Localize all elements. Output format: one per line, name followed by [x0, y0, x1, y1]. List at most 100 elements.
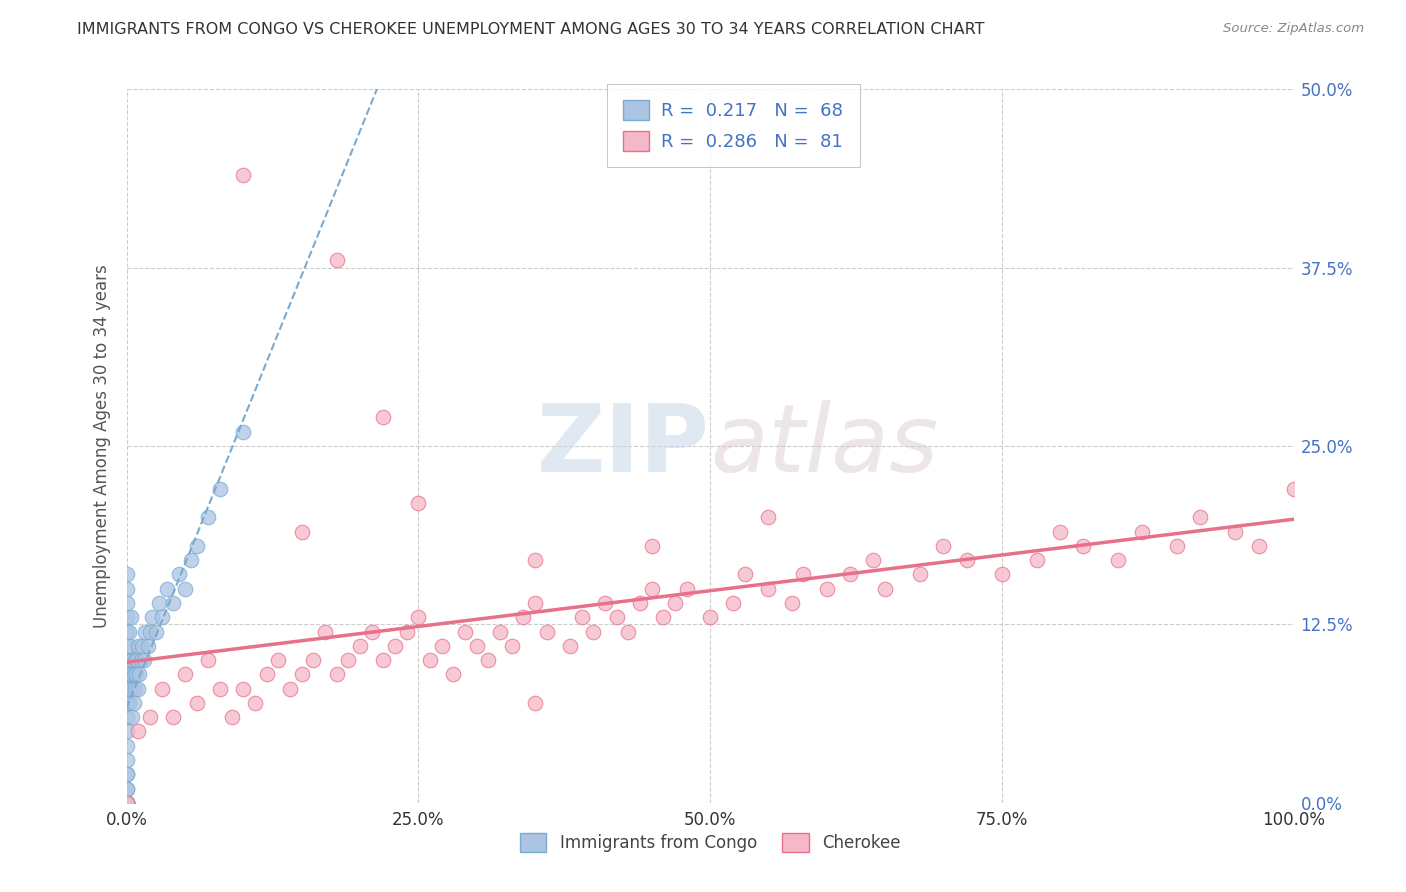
Point — [115, 582, 138, 596]
Point — [477, 653, 499, 667]
Legend: Immigrants from Congo, Cherokee: Immigrants from Congo, Cherokee — [513, 827, 907, 859]
Point — [571, 610, 593, 624]
Point — [118, 639, 141, 653]
Point — [1025, 553, 1047, 567]
Point — [675, 582, 697, 596]
Point — [115, 667, 138, 681]
Point — [115, 781, 138, 796]
Point — [115, 567, 138, 582]
Point — [118, 681, 141, 696]
Point — [465, 639, 488, 653]
Point — [325, 667, 347, 681]
Point — [908, 567, 931, 582]
Point — [122, 667, 145, 681]
Point — [127, 681, 149, 696]
Point — [349, 639, 371, 653]
Point — [734, 567, 756, 582]
Point — [121, 653, 143, 667]
Point — [150, 610, 173, 624]
Point — [127, 724, 149, 739]
Point — [408, 496, 430, 510]
Text: IMMIGRANTS FROM CONGO VS CHEROKEE UNEMPLOYMENT AMONG AGES 30 TO 34 YEARS CORRELA: IMMIGRANTS FROM CONGO VS CHEROKEE UNEMPL… — [77, 22, 984, 37]
Point — [180, 553, 202, 567]
Point — [512, 610, 534, 624]
Point — [115, 696, 138, 710]
Point — [617, 624, 640, 639]
Point — [290, 524, 312, 539]
Point — [232, 425, 254, 439]
Point — [360, 624, 382, 639]
Point — [325, 253, 347, 268]
Point — [115, 653, 138, 667]
Point — [419, 653, 441, 667]
Point — [120, 667, 142, 681]
Point — [408, 610, 430, 624]
Point — [232, 681, 254, 696]
Point — [756, 582, 779, 596]
Point — [290, 667, 312, 681]
Point — [115, 781, 138, 796]
Point — [208, 681, 231, 696]
Point — [454, 624, 477, 639]
Point — [430, 639, 453, 653]
Point — [1166, 539, 1188, 553]
Point — [139, 710, 162, 724]
Point — [115, 710, 138, 724]
Point — [780, 596, 803, 610]
Text: ZIP: ZIP — [537, 400, 710, 492]
Point — [115, 767, 138, 781]
Point — [302, 653, 325, 667]
Point — [167, 567, 190, 582]
Text: atlas: atlas — [710, 401, 938, 491]
Point — [932, 539, 955, 553]
Point — [115, 596, 138, 610]
Point — [115, 639, 138, 653]
Point — [124, 653, 146, 667]
Point — [699, 610, 721, 624]
Point — [652, 610, 675, 624]
Point — [792, 567, 814, 582]
Point — [582, 624, 605, 639]
Point — [125, 653, 148, 667]
Point — [148, 596, 170, 610]
Point — [115, 739, 138, 753]
Point — [115, 681, 138, 696]
Point — [129, 653, 152, 667]
Point — [815, 582, 838, 596]
Point — [314, 624, 336, 639]
Point — [523, 696, 546, 710]
Point — [186, 696, 208, 710]
Point — [839, 567, 862, 582]
Point — [1130, 524, 1153, 539]
Point — [115, 753, 138, 767]
Point — [267, 653, 290, 667]
Point — [1073, 539, 1095, 553]
Point — [128, 667, 150, 681]
Point — [174, 582, 197, 596]
Point — [523, 596, 546, 610]
Point — [115, 796, 138, 810]
Point — [990, 567, 1012, 582]
Point — [115, 653, 138, 667]
Point — [115, 796, 138, 810]
Point — [115, 724, 138, 739]
Point — [121, 710, 143, 724]
Point — [606, 610, 628, 624]
Point — [536, 624, 558, 639]
Point — [162, 710, 184, 724]
Point — [150, 681, 173, 696]
Point — [628, 596, 651, 610]
Point — [232, 168, 254, 182]
Point — [122, 696, 145, 710]
Point — [523, 553, 546, 567]
Point — [208, 482, 231, 496]
Point — [641, 539, 664, 553]
Point — [875, 582, 897, 596]
Point — [501, 639, 523, 653]
Point — [115, 796, 138, 810]
Point — [1108, 553, 1130, 567]
Point — [337, 653, 360, 667]
Point — [186, 539, 208, 553]
Point — [115, 796, 138, 810]
Point — [145, 624, 167, 639]
